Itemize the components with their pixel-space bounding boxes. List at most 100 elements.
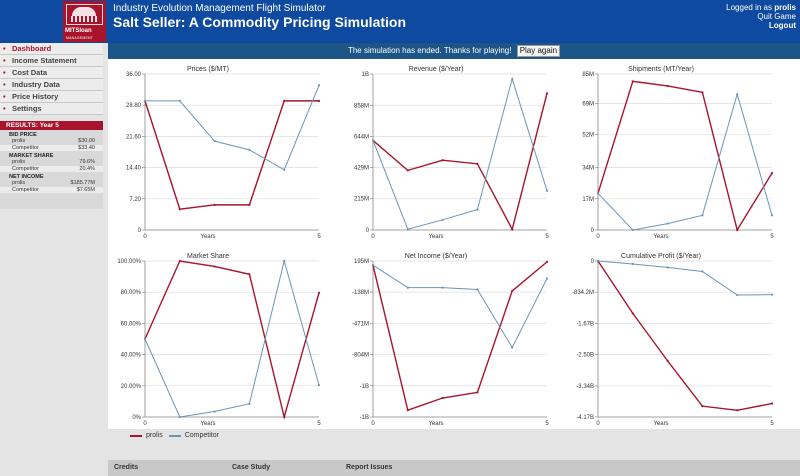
x-tick-label: 0 [143,234,147,240]
data-point [545,277,549,280]
data-point [476,288,479,291]
y-tick-label: -2.50B [576,353,594,359]
player-name: prolis [12,138,26,144]
y-tick-label: 7.20 [129,197,141,203]
data-point [441,396,444,400]
y-tick-label: 0 [366,228,370,234]
nav-item-label: Industry Data [12,80,60,89]
x-tick-label: 0 [143,421,147,427]
data-point [178,415,181,419]
data-point [631,228,634,232]
competitor-value: 20.4% [79,165,95,172]
data-point [511,228,514,231]
data-point [371,264,375,267]
play-again-button[interactable]: Play again [516,45,561,57]
data-point [545,189,549,192]
x-tick-label: 5 [770,234,774,240]
legend-item-competitor: Competitor [168,432,219,439]
dome-icon [72,7,96,16]
series-line-player [597,80,773,232]
sidebar: • Dashboard • Income Statement • Cost Data … [0,43,103,243]
series-line-competitor [144,259,320,418]
quit-game-link[interactable]: Quit Game [757,12,796,21]
nav-item-label: Cost Data [12,68,48,77]
logout-link[interactable]: Logout [768,21,796,30]
net-income-heading: NET INCOME [9,174,44,180]
data-point [317,84,321,87]
result-row: Competitor $33.40 [0,144,103,151]
logo-frame [66,4,103,25]
prices-chart: Prices ($/MT) 0 7.20 14.40 21.60 28.80 36.00 0… [108,59,321,244]
data-point [248,148,251,151]
data-point [213,140,216,143]
username: prolis [774,3,796,12]
nav-item-dashboard[interactable]: • Dashboard [0,43,103,55]
bullet-icon: • [3,56,6,65]
player-value: $30.00 [78,138,95,144]
competitor-name: Competitor [12,165,39,172]
y-tick-label: 60.00% [121,321,142,327]
y-tick-label: -1.67B [576,321,594,327]
data-point [178,208,181,211]
y-tick-label: -471M [352,321,369,327]
case-study-link[interactable]: Case Study [232,464,271,471]
shipments-chart: Shipments (MT/Year) 0 17M 34M 52M 69M 85M 0 5 Y… [561,59,774,244]
y-tick-label: 28.80 [126,103,142,109]
y-tick-label: 69M [582,101,594,107]
footer-bar: Credits Case Study Report Issues [108,460,800,476]
y-tick-label: 100.00% [117,259,141,265]
x-tick-label: 0 [596,234,600,240]
series-line-competitor [145,85,320,171]
bullet-icon: • [3,80,6,89]
legend-label: Competitor [184,432,219,439]
legend-swatch [168,434,181,437]
data-point [213,265,216,268]
x-axis-label: Years [428,234,444,240]
result-row: prolis $30.00 [0,138,103,145]
y-tick-label: 0% [132,415,141,421]
competitor-name: Competitor [12,144,39,151]
report-issues-link[interactable]: Report Issues [346,464,393,471]
dashboard-charts: Prices ($/MT) 0 7.20 14.40 21.60 28.80 36.00 0… [108,59,800,439]
nav-item-cost-data[interactable]: • Cost Data [0,67,103,79]
data-point [770,172,774,175]
chart-title: Revenue ($/Year) [408,66,464,73]
nav-item-income-statement[interactable]: • Income Statement [0,55,103,67]
logo-text: MITSloan [65,28,92,34]
y-tick-label: 0 [591,259,595,265]
chart-title: Cumulative Profit ($/Year) [621,253,701,260]
nav-item-industry-data[interactable]: • Industry Data [0,79,103,91]
data-point [666,222,669,225]
y-tick-label: -804M [352,352,369,358]
data-point [406,409,409,412]
series-line-competitor [597,92,773,231]
x-tick-label: 5 [545,421,549,427]
result-row: prolis $185.77M [0,180,103,187]
page-title: Salt Seller: A Commodity Pricing Simulat… [113,14,407,30]
mit-sloan-logo[interactable]: MITSloan MANAGEMENT [63,1,106,42]
data-point [736,93,739,96]
y-tick-label: 14.40 [126,166,142,172]
data-point [770,402,774,405]
series-line-player [372,93,548,232]
cumulative-profit-chart: Cumulative Profit ($/Year) -4.17B -3.34B -… [561,246,774,431]
data-point [770,214,774,217]
bullet-icon: • [3,68,6,77]
y-tick-label: 40.00% [121,353,142,359]
x-tick-label: 5 [770,421,774,427]
market-share-chart: Market Share 0% 20.00% 40.00% 60.00% 80.00% 1… [108,246,321,431]
series-line-player [144,100,319,210]
data-point [631,262,634,266]
credits-link[interactable]: Credits [114,464,139,471]
series-line-competitor [597,260,773,296]
data-point [371,139,375,142]
bullet-icon: • [3,92,6,101]
result-row: Competitor 20.4% [0,165,103,172]
nav-item-price-history[interactable]: • Price History [0,91,103,103]
revenue-chart: Revenue ($/Year) 0 215M 429M 644M 858M 1B 0 5 Y… [336,59,549,244]
data-point [770,293,774,296]
data-point [476,391,479,394]
y-tick-label: 80.00% [121,290,142,296]
nav-item-settings[interactable]: • Settings [0,103,103,115]
status-message: The simulation has ended. Thanks for pla… [347,46,512,55]
